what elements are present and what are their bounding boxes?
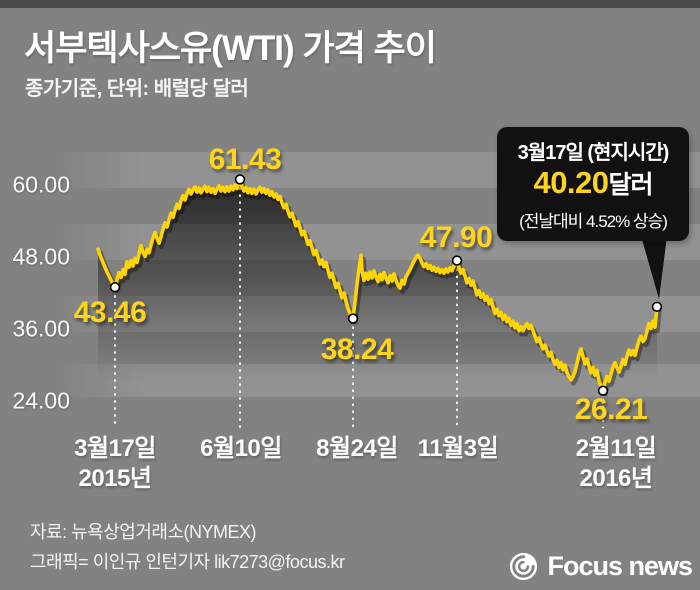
x-axis-year-label: 2015년 [78, 465, 152, 492]
data-point-marker [109, 282, 121, 293]
callout-price: 40.20달러 [533, 165, 654, 206]
x-axis-label: 2월11일 2016년 [575, 435, 657, 492]
callout-price-unit: 달러 [608, 171, 654, 199]
callout-pointer [641, 236, 667, 299]
callout-price-value: 40.20 [533, 165, 609, 200]
data-point-label: 43.46 [73, 296, 147, 330]
data-point-marker [597, 385, 609, 396]
price-line [96, 177, 659, 393]
data-point-marker [234, 174, 246, 185]
data-point-label: 47.90 [419, 220, 493, 254]
x-axis-label: 6월10일 [200, 435, 282, 462]
y-tick-label: 24.00 [12, 387, 70, 414]
x-axis-label: 8월24일 [316, 435, 398, 462]
data-point-label: 26.21 [574, 392, 648, 426]
x-axis-year-label: 2016년 [579, 465, 653, 492]
page-subtitle: 종가기준, 단위: 배럴당 달러 [25, 78, 249, 100]
focus-news-swirl-icon [510, 552, 538, 581]
y-tick-label: 60.00 [12, 171, 70, 198]
y-tick-label: 48.00 [12, 243, 70, 270]
footer-source: 자료: 뉴욕상업거래소(NYMEX) [30, 522, 257, 542]
focus-news-logo: Focus news [507, 550, 693, 583]
focus-news-wordmark: Focus news [547, 551, 693, 581]
data-point-marker [347, 313, 359, 324]
area-fill [98, 179, 657, 432]
data-point-marker [651, 301, 663, 312]
callout-date: 3월17일 (현지시간) [517, 142, 670, 164]
x-axis-label: 11월3일 [417, 435, 499, 462]
page-title: 서부텍사스유(WTI) 가격 추이 [24, 29, 437, 68]
data-point-label: 61.43 [208, 143, 282, 177]
callout: 3월17일 (현지시간) 40.20달러 (전날대비 4.52% 상승) [497, 127, 689, 241]
data-point-marker [451, 255, 463, 266]
callout-change: (전날대비 4.52% 상승) [519, 212, 668, 231]
data-point-label: 38.24 [320, 332, 394, 366]
x-axis-label: 3월17일 2015년 [74, 435, 156, 492]
top-accent-strip [0, 0, 700, 8]
footer-credit: 그래픽= 이인규 인턴기자 lik7273@focus.kr [30, 552, 345, 572]
y-tick-label: 36.00 [12, 315, 70, 342]
